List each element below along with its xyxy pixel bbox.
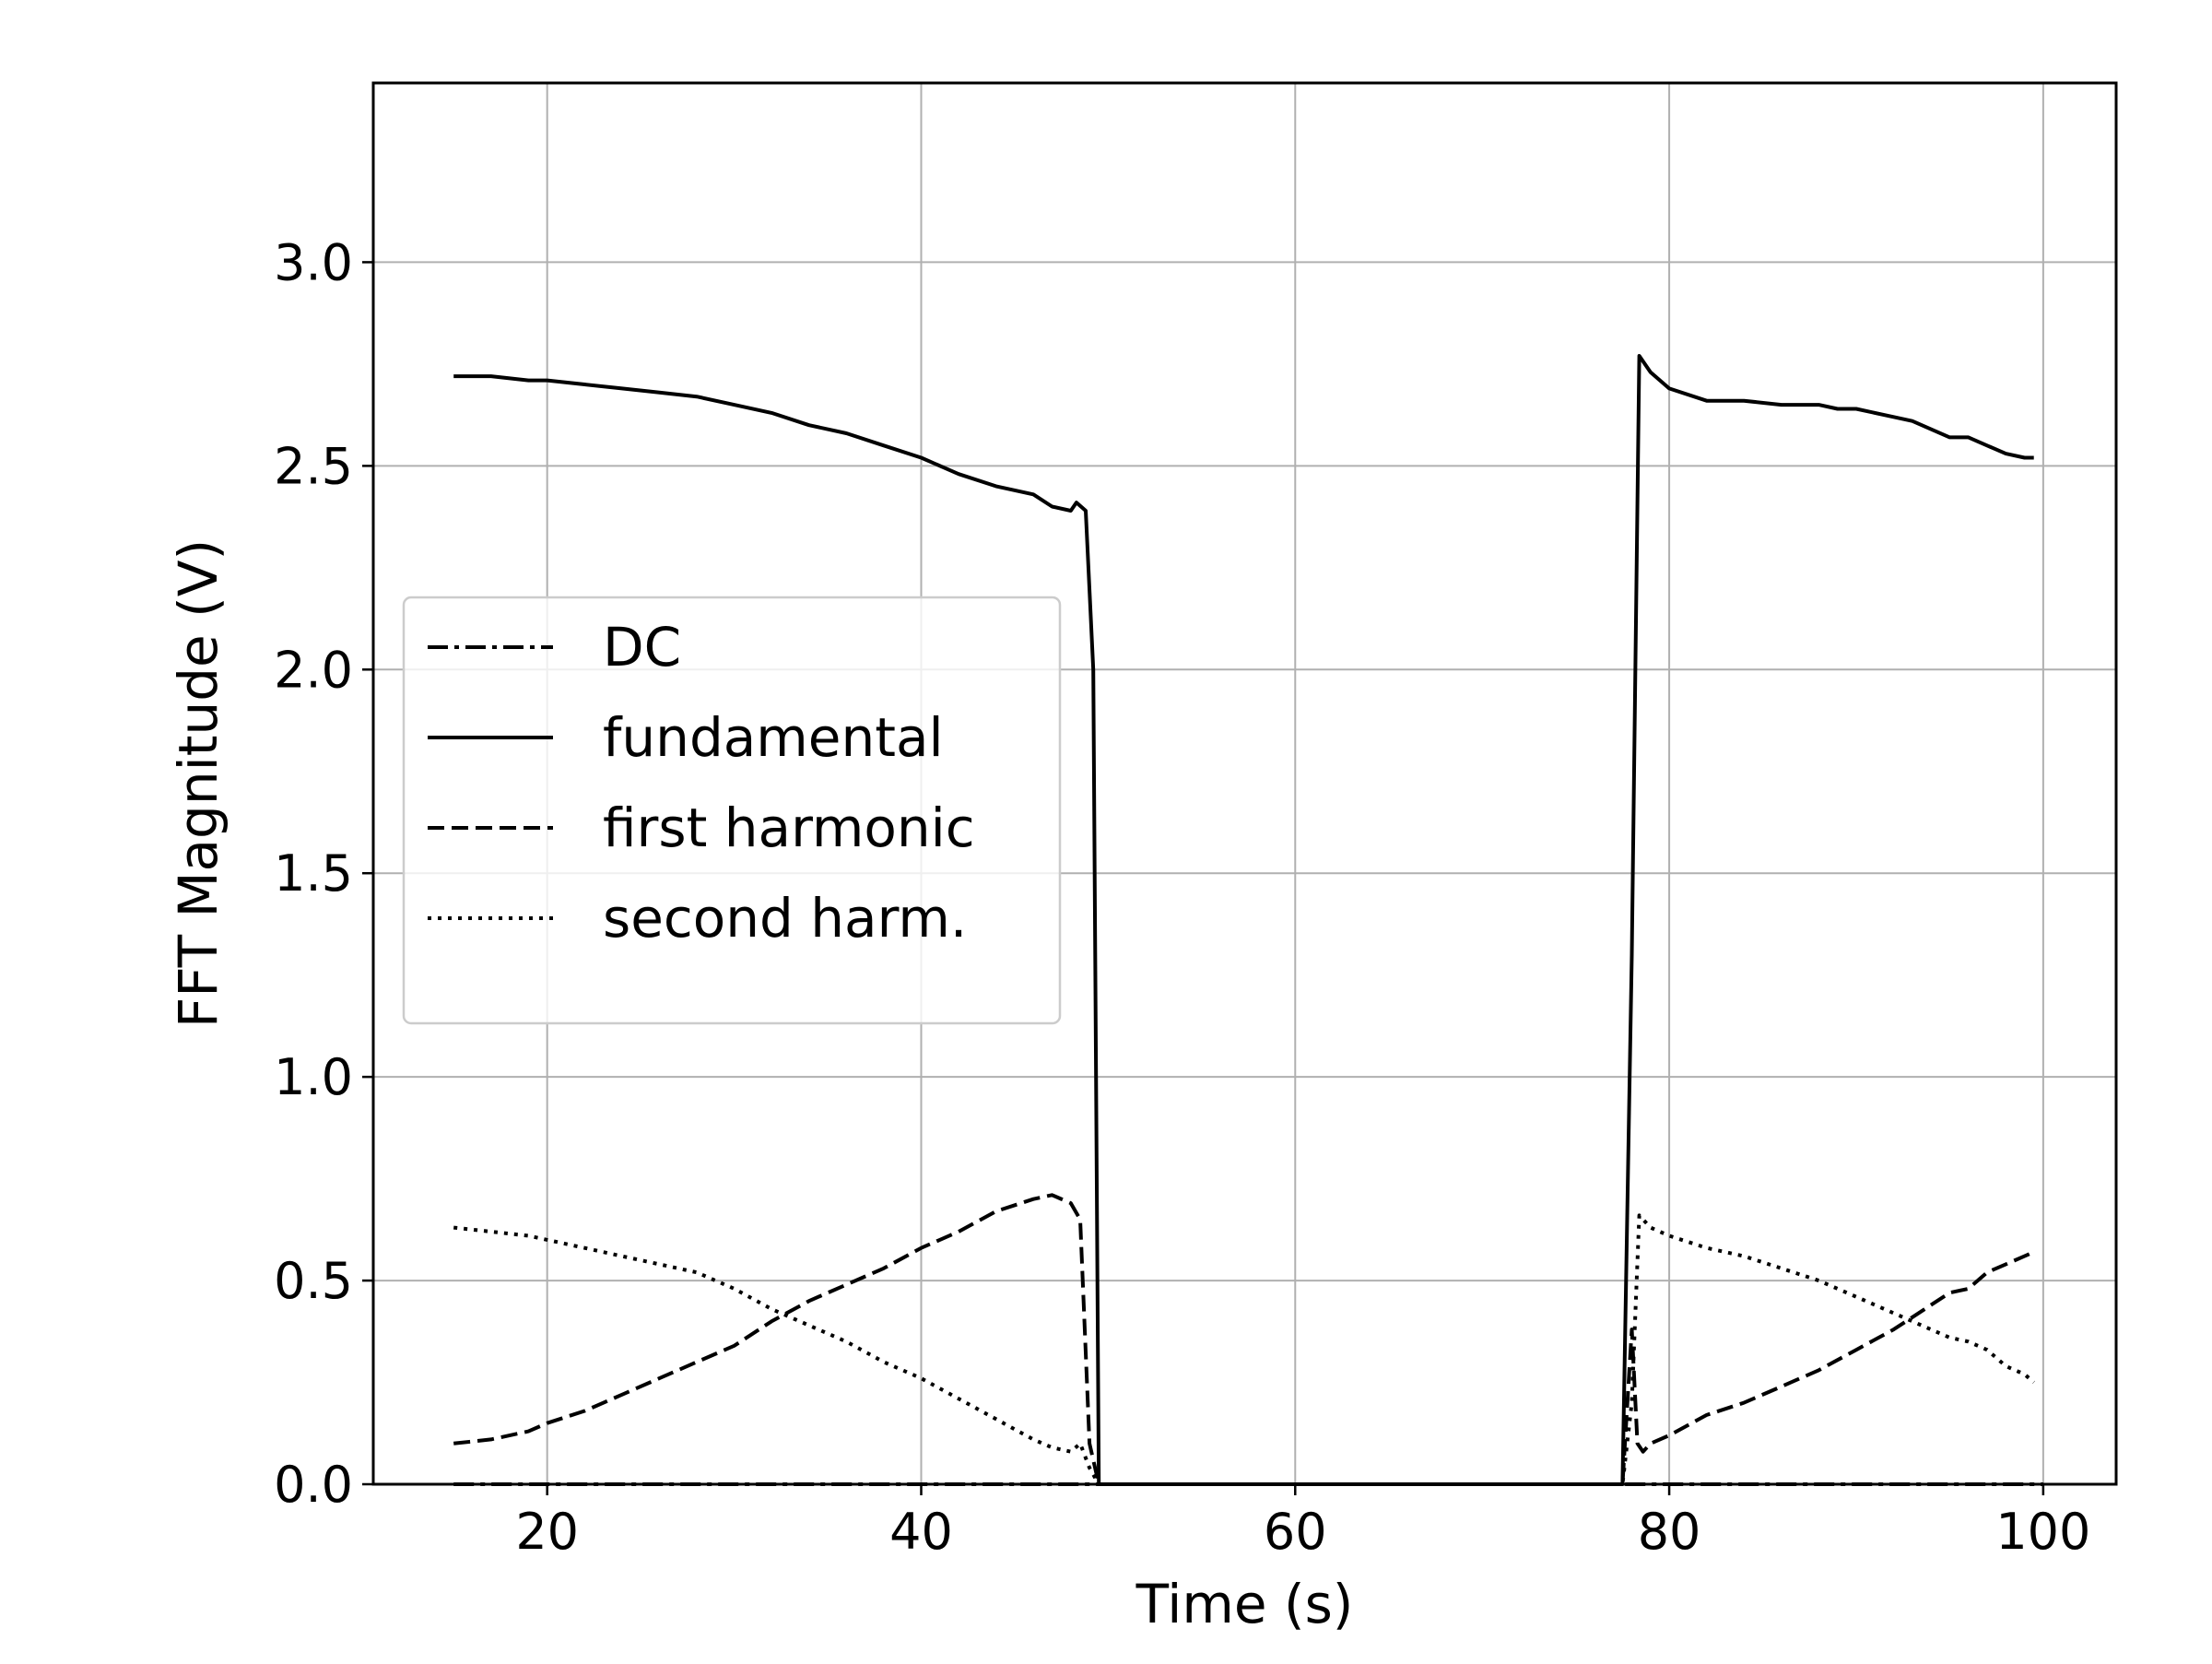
x-tick-label: 80 xyxy=(1638,1503,1701,1561)
legend-label-second-harm: second harm. xyxy=(603,887,967,950)
legend-box xyxy=(402,596,1062,1025)
axis-ticks: 20 40 60 80 100 0.0 0.5 1.0 1.5 2.0 2.5 3.0 xyxy=(274,233,2090,1561)
y-tick-label: 0.5 xyxy=(274,1252,353,1310)
x-tick-label: 100 xyxy=(1995,1503,2090,1561)
legend-label-fundamental: fundamental xyxy=(603,706,944,769)
y-tick-label: 0.0 xyxy=(274,1456,353,1514)
y-tick-label: 1.5 xyxy=(274,844,353,903)
y-tick-label: 3.0 xyxy=(274,233,353,291)
legend-label-first-harmonic: first harmonic xyxy=(603,797,975,859)
legend: DC fundamental first harmonic second harm. xyxy=(402,596,1062,1025)
x-tick-label: 40 xyxy=(889,1503,953,1561)
x-tick-label: 20 xyxy=(515,1503,579,1561)
series-line-first-harmonic xyxy=(453,1193,2035,1486)
x-axis-label: Time (s) xyxy=(1135,1573,1354,1635)
y-axis-label: FFT Magnitude (V) xyxy=(167,539,229,1028)
y-tick-label: 2.5 xyxy=(274,437,353,495)
y-tick-label: 2.0 xyxy=(274,641,353,699)
y-tick-label: 1.0 xyxy=(274,1048,353,1106)
legend-label-dc: DC xyxy=(603,616,681,679)
plot-frame xyxy=(371,81,2118,1486)
x-tick-label: 60 xyxy=(1264,1503,1327,1561)
